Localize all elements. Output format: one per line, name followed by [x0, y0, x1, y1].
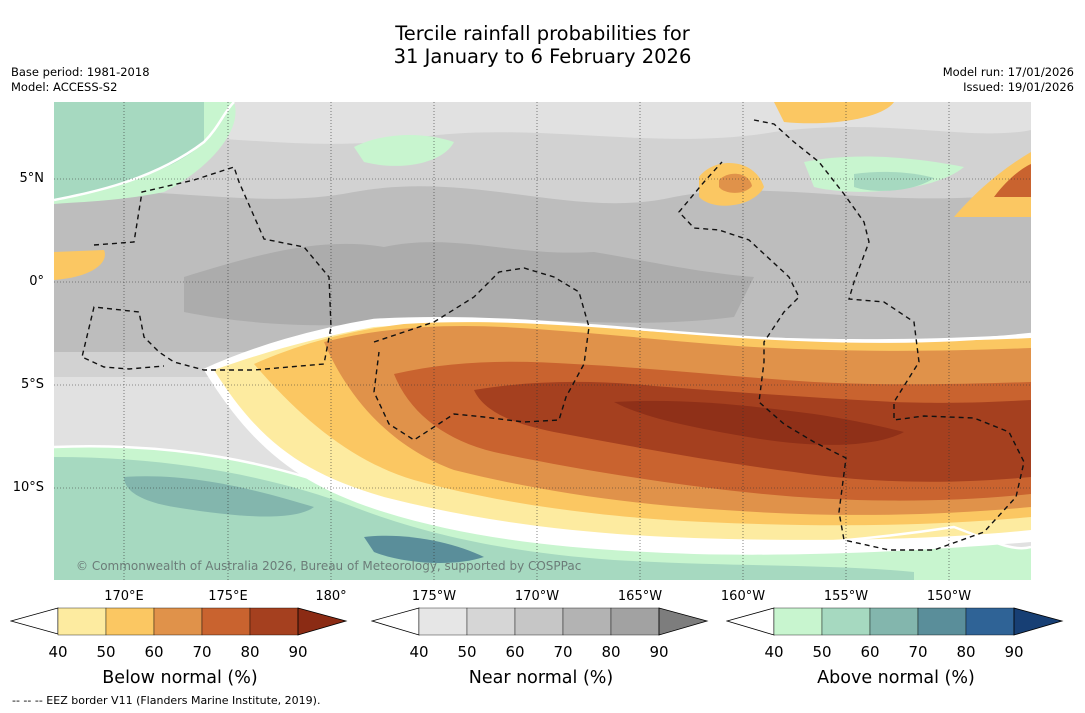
colorbar-below-normal-seg-4: [201, 607, 251, 636]
lat-label-10s: 10°S: [12, 480, 44, 495]
near-normal-band-70: [184, 242, 754, 326]
colorbar-near-normal-label: Near normal (%): [468, 668, 614, 688]
cb-above-tick-40: 40: [764, 643, 784, 661]
cb-below-tick-60: 60: [144, 643, 164, 661]
eez-borders: [81, 119, 1025, 551]
colorbar-above-normal-label: Above normal (%): [817, 668, 975, 688]
colorbar-above-normal-seg-4: [917, 607, 967, 636]
white-contour-below-normal: [203, 316, 1031, 372]
colorbar-near-normal-seg-2: [466, 607, 516, 636]
lon-label-170e: 170°E: [104, 589, 144, 604]
title-line-1: Tercile rainfall probabilities for: [395, 22, 690, 45]
colorbar-near-normal-arrow-right: [658, 607, 709, 636]
lon-label-155w: 155°W: [823, 589, 869, 604]
cb-below-tick-90: 90: [288, 643, 308, 661]
lat-label-5n: 5°N: [19, 171, 45, 186]
colorbar-near-normal-seg-5: [610, 607, 660, 636]
cb-above-tick-50: 50: [812, 643, 832, 661]
cb-above-tick-70: 70: [908, 643, 928, 661]
colorbar-above-normal-arrow-left: [725, 607, 775, 636]
above-normal-north-light: [54, 102, 236, 204]
white-contour-lines: [54, 102, 1031, 550]
meta-right: Model run: 17/01/2026 Issued: 19/01/2026: [943, 65, 1074, 95]
lat-label-5s: 5°S: [20, 377, 44, 392]
cb-above-tick-60: 60: [860, 643, 880, 661]
colorbar-below-normal-label: Below normal (%): [102, 668, 258, 688]
cb-below-tick-70: 70: [192, 643, 212, 661]
eez-kiribati-line: [678, 119, 1025, 551]
cb-above-tick-90: 90: [1004, 643, 1024, 661]
cb-near-tick-90: 90: [649, 643, 669, 661]
lon-label-170w: 170°W: [514, 589, 560, 604]
colorbar-near-normal: [370, 606, 711, 640]
below-normal-core: [614, 400, 904, 445]
eez-legend-note: -- -- -- EEZ border V11 (Flanders Marine…: [12, 694, 321, 707]
colorbar-above-normal-arrow-right: [1013, 607, 1064, 636]
colorbar-near-normal-seg-4: [562, 607, 612, 636]
above-normal-patch-east-mid: [854, 171, 934, 191]
below-normal-top-strip: [774, 102, 894, 124]
lon-label-175e: 175°E: [208, 589, 248, 604]
title-line-2: 31 January to 6 February 2026: [393, 45, 692, 68]
cb-near-tick-50: 50: [457, 643, 477, 661]
model-run: Model run: 17/01/2026: [942, 65, 1074, 79]
colorbar-below-normal-arrow-left: [9, 607, 59, 635]
colorbar-below-normal: [9, 606, 350, 640]
lon-label-165w: 165°W: [617, 589, 663, 604]
southern-above-normal-60: [124, 476, 314, 517]
colorbar-above-normal-seg-2: [821, 607, 871, 636]
cb-below-tick-80: 80: [240, 643, 260, 661]
below-normal-blob-north-core: [719, 173, 752, 193]
cb-near-tick-60: 60: [505, 643, 525, 661]
above-normal-north: [54, 102, 218, 200]
colorbar-above-normal-seg-1: [773, 607, 823, 636]
southern-above-normal-50: [54, 457, 914, 580]
model-name: Model: ACCESS-S2: [11, 80, 118, 94]
colorbar-above-normal-svg: [725, 607, 1064, 636]
map-panel: © Commonwealth of Australia 2026, Bureau…: [54, 102, 1031, 580]
colorbar-below-normal-seg-5: [249, 607, 299, 636]
lon-label-175w: 175°W: [411, 589, 457, 604]
cb-below-tick-40: 40: [48, 643, 68, 661]
southern-above-normal-70: [364, 535, 484, 564]
colorbar-below-normal-arrow-right: [297, 607, 348, 636]
lon-label-150w: 150°W: [926, 589, 972, 604]
cb-near-tick-70: 70: [553, 643, 573, 661]
colorbar-near-normal-seg-3: [514, 607, 564, 636]
colorbar-below-normal-svg: [9, 607, 348, 636]
cb-below-tick-50: 50: [96, 643, 116, 661]
colorbar-above-normal: [725, 606, 1066, 640]
colorbar-near-normal-svg: [370, 607, 709, 636]
white-contour-north: [54, 102, 235, 202]
grid-lines: [54, 102, 1031, 580]
colorbar-below-normal-seg-3: [153, 607, 203, 636]
lon-label-160w: 160°W: [720, 589, 766, 604]
cb-above-tick-80: 80: [956, 643, 976, 661]
below-normal-ne-corner-dark: [994, 164, 1031, 197]
colorbar-near-normal-arrow-left: [370, 607, 420, 636]
meta-left: Base period: 1981-2018 Model: ACCESS-S2: [11, 65, 150, 95]
colorbar-above-normal-seg-5: [965, 607, 1015, 636]
colorbar-near-normal-seg-1: [418, 607, 468, 636]
white-contour-south: [54, 444, 1031, 550]
lon-label-180: 180°: [315, 589, 347, 604]
below-normal-ne-corner: [954, 152, 1031, 217]
colorbar-above-normal-seg-3: [869, 607, 919, 636]
below-normal-west-patch: [54, 250, 105, 280]
base-period: Base period: 1981-2018: [11, 65, 150, 79]
cb-near-tick-40: 40: [409, 643, 429, 661]
lat-label-0: 0°: [29, 274, 44, 289]
eez-kiribati-gilbert: [81, 166, 332, 371]
cb-near-tick-80: 80: [601, 643, 621, 661]
above-normal-patch-mid: [354, 135, 454, 166]
colorbar-below-normal-seg-2: [105, 607, 155, 636]
map-copyright: © Commonwealth of Australia 2026, Bureau…: [76, 559, 581, 573]
eez-kiribati-phoenix: [373, 267, 590, 441]
issued-date: Issued: 19/01/2026: [963, 80, 1074, 94]
colorbar-below-normal-seg-1: [57, 607, 107, 636]
